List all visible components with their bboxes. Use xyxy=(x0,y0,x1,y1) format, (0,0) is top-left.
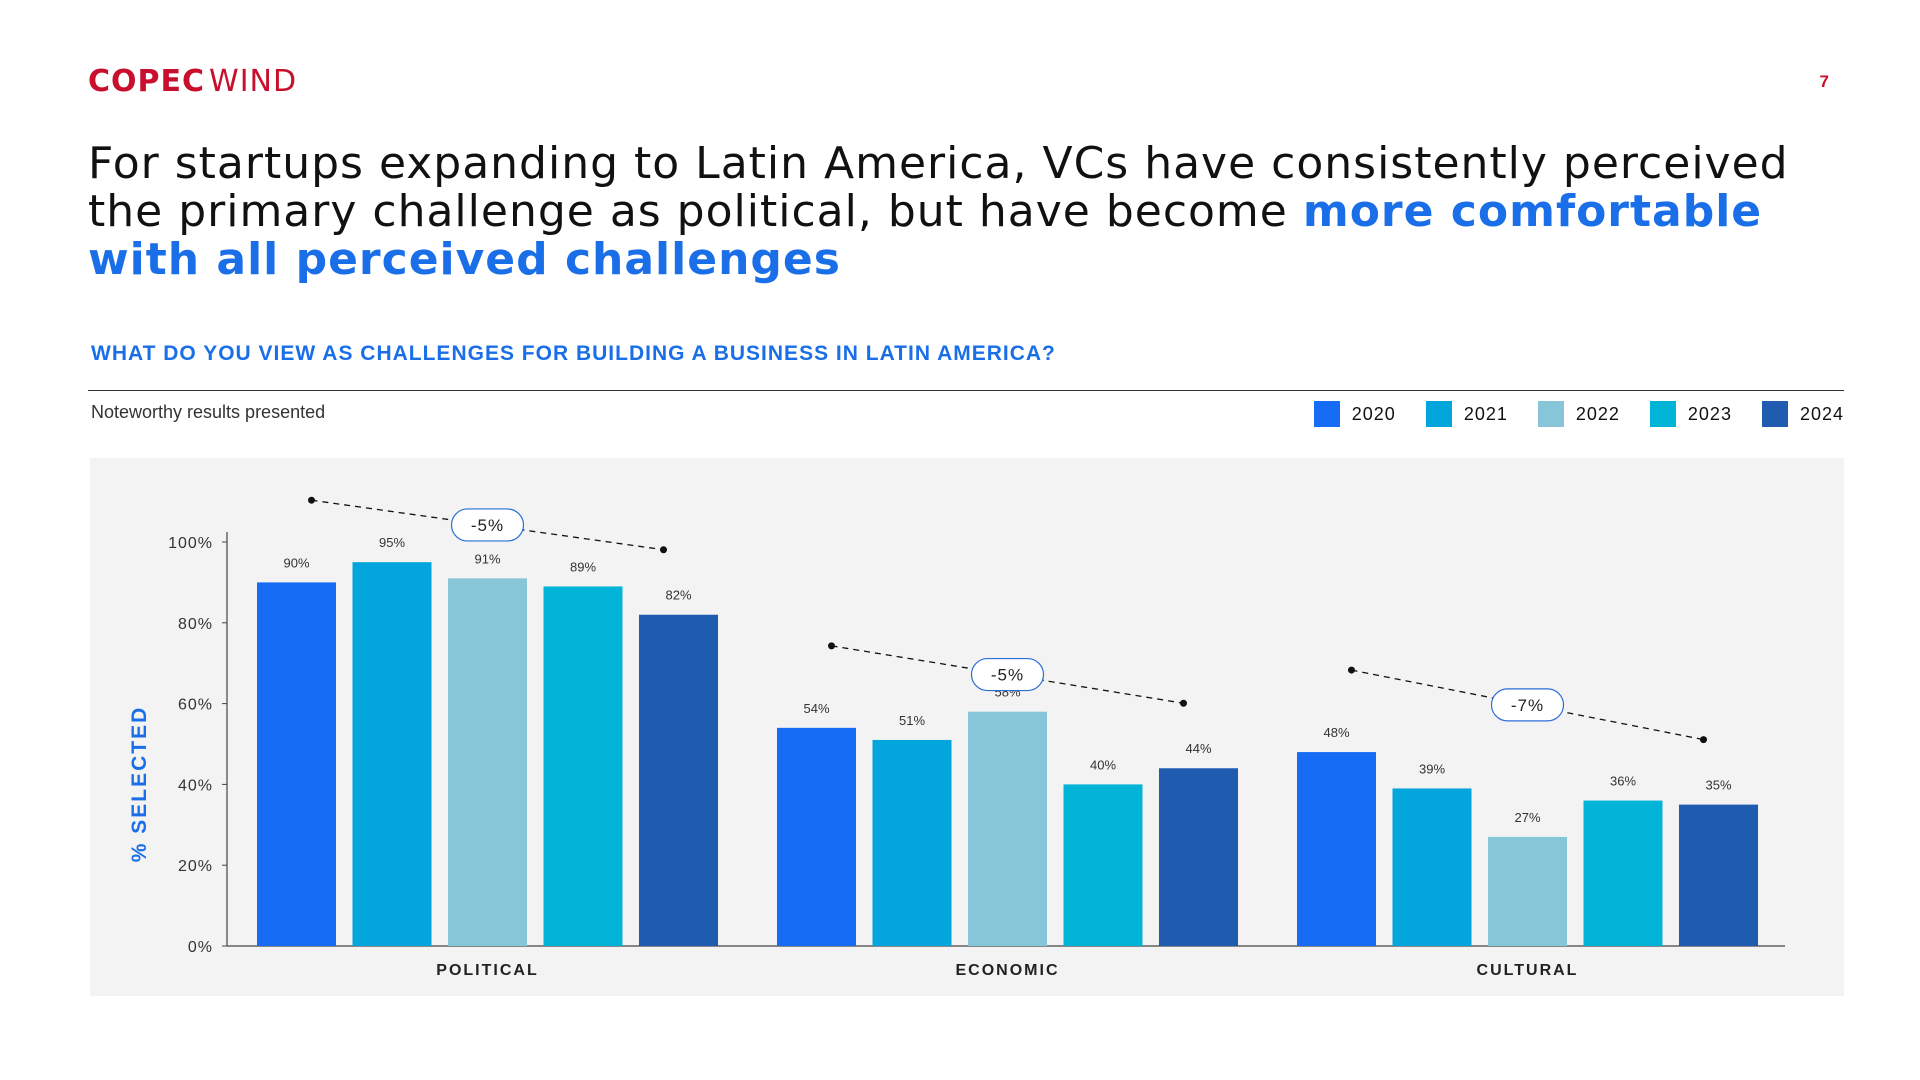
legend-label: 2023 xyxy=(1687,403,1732,424)
headline-highlight: more comfortable with all perceived chal… xyxy=(88,186,1763,285)
bar-political-2024 xyxy=(639,614,718,946)
trend-badge xyxy=(1490,688,1565,722)
trend-dot-start xyxy=(308,496,315,504)
bar-political-2021 xyxy=(352,562,432,946)
trend-badge xyxy=(970,657,1045,692)
y-tick-label: 0% xyxy=(188,939,213,956)
bar-economic-2022 xyxy=(968,711,1047,946)
y-tick-label: 100% xyxy=(168,535,213,552)
headline: For startups expanding to Latin America,… xyxy=(88,140,1848,284)
y-tick-label: 20% xyxy=(178,858,213,875)
headline-plain: For startups expanding to Latin America,… xyxy=(88,138,1789,237)
chart-question: WHAT DO YOU VIEW AS CHALLENGES FOR BUILD… xyxy=(91,342,1056,365)
data-label: 89% xyxy=(570,559,596,574)
bar-political-2020 xyxy=(257,582,336,946)
trend-dot-end xyxy=(1180,699,1187,707)
logo-bold-text: COPEC xyxy=(88,64,206,99)
bar-economic-2023 xyxy=(1063,784,1143,946)
data-label: 39% xyxy=(1419,761,1445,776)
bar-political-2022 xyxy=(448,578,527,946)
copec-wind-logo: COPEC WIND xyxy=(88,64,297,99)
data-label: 48% xyxy=(1323,725,1349,740)
legend-label: 2021 xyxy=(1463,403,1508,424)
data-label: 27% xyxy=(1514,810,1540,825)
data-label: 95% xyxy=(379,535,405,550)
data-label: 35% xyxy=(1705,778,1731,793)
legend-item-2020: 2020 xyxy=(1313,401,1396,427)
data-label: 90% xyxy=(283,555,309,570)
bar-cultural-2022 xyxy=(1488,836,1567,946)
page-number: 7 xyxy=(1819,72,1829,91)
trend-badge-label: -5% xyxy=(471,516,504,535)
x-category-label: ECONOMIC xyxy=(956,962,1060,979)
legend-item-2021: 2021 xyxy=(1425,401,1508,427)
bar-cultural-2024 xyxy=(1679,804,1758,946)
bar-economic-2024 xyxy=(1159,768,1238,946)
legend-swatch xyxy=(1313,401,1340,427)
data-label: 51% xyxy=(899,713,925,728)
trend-dot-end xyxy=(660,546,667,554)
data-label: 54% xyxy=(803,701,829,716)
x-category-label: POLITICAL xyxy=(436,962,538,979)
data-label: 91% xyxy=(474,551,500,566)
bar-economic-2021 xyxy=(872,739,952,946)
bar-cultural-2021 xyxy=(1392,788,1472,946)
legend-item-2023: 2023 xyxy=(1649,401,1732,427)
bar-economic-2020 xyxy=(777,727,856,946)
x-category-label: CULTURAL xyxy=(1477,962,1579,979)
legend-swatch xyxy=(1761,401,1788,427)
data-label: 40% xyxy=(1090,757,1116,772)
trend-dot-end xyxy=(1700,736,1707,744)
y-tick-label: 60% xyxy=(178,697,213,714)
chart-legend: 2020 2021 2022 2023 2024 xyxy=(1313,401,1844,427)
bar-cultural-2023 xyxy=(1583,800,1663,946)
data-label: 44% xyxy=(1185,741,1211,756)
legend-label: 2020 xyxy=(1351,403,1396,424)
subnote: Noteworthy results presented xyxy=(91,402,326,422)
y-tick-label: 80% xyxy=(178,616,213,633)
legend-swatch xyxy=(1649,401,1676,427)
y-tick-label: 40% xyxy=(178,777,213,794)
data-label: 36% xyxy=(1610,774,1636,789)
chart-panel: 0% 20% 40% 60% 80% 100% % SELECTED 90% 95% 91% 89%… xyxy=(90,458,1844,996)
legend-item-2022: 2022 xyxy=(1537,401,1620,427)
trend-badge xyxy=(450,508,525,542)
legend-swatch xyxy=(1537,401,1564,427)
legend-swatch xyxy=(1425,401,1452,427)
bar-political-2023 xyxy=(543,586,623,946)
divider-line xyxy=(88,390,1844,391)
y-axis-label: % SELECTED xyxy=(128,706,151,863)
logo-light-text: WIND xyxy=(209,64,298,99)
legend-label: 2024 xyxy=(1799,403,1844,424)
trend-dot-start xyxy=(828,642,835,650)
bar-cultural-2020 xyxy=(1297,752,1376,946)
bar-chart: 0% 20% 40% 60% 80% 100% % SELECTED 90% 95% 91% 89%… xyxy=(128,496,1785,979)
legend-label: 2022 xyxy=(1575,403,1620,424)
trend-dot-start xyxy=(1348,666,1355,674)
trend-badge-label: -7% xyxy=(1511,696,1544,715)
data-label: 82% xyxy=(665,588,691,603)
legend-item-2024: 2024 xyxy=(1761,401,1844,427)
trend-badge-label: -5% xyxy=(991,666,1024,685)
